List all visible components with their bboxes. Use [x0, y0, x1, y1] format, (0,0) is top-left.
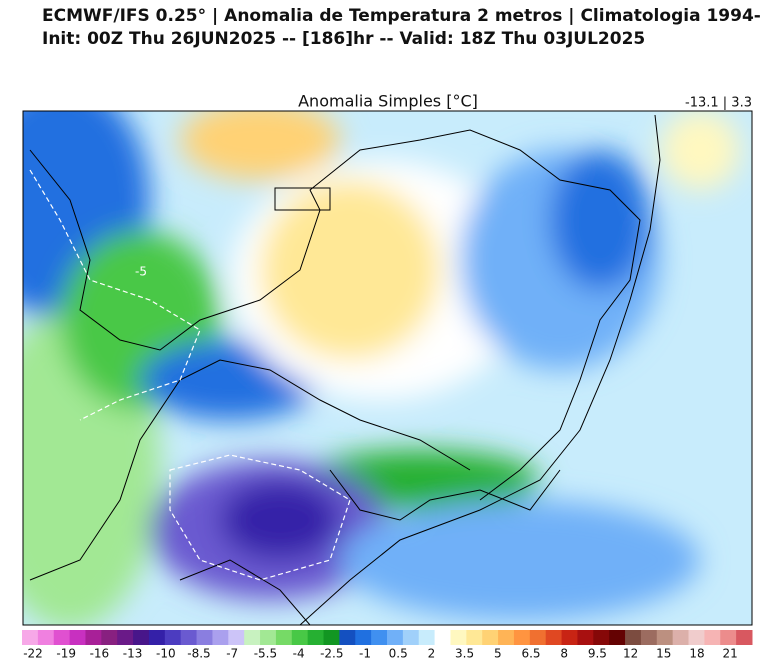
colorbar-swatch: [688, 630, 705, 645]
colorbar-label: 5: [494, 647, 502, 661]
colorbar-label: -1: [359, 647, 371, 661]
colorbar-swatch: [672, 630, 690, 645]
colorbar-swatch: [275, 630, 293, 645]
colorbar-swatch: [513, 630, 531, 645]
colorbar-swatch: [736, 630, 753, 645]
colorbar-swatch: [704, 630, 721, 645]
colorbar-label: 18: [689, 647, 704, 661]
border-line: [329, 469, 561, 521]
blob: [660, 111, 740, 190]
colorbar-swatch: [101, 630, 118, 645]
colorbar-swatch: [133, 630, 150, 645]
anomaly-blobs: [23, 111, 740, 625]
border-line: [179, 559, 311, 625]
colorbar-swatch: [577, 630, 594, 645]
border-line: [29, 359, 471, 581]
colorbar-swatch: [609, 630, 626, 645]
colorbar-label: -16: [90, 647, 110, 661]
colorbar-swatch: [260, 630, 277, 645]
colorbar-swatch: [482, 630, 499, 645]
colorbar-swatch: [498, 630, 515, 645]
colorbar-swatch: [339, 630, 356, 645]
colorbar-swatch: [593, 630, 610, 645]
colorbar-swatch: [291, 630, 309, 645]
contour-label: -5: [135, 265, 147, 279]
map-field: -5: [23, 111, 752, 625]
colorbar-swatch: [164, 630, 182, 645]
colorbar-swatch: [228, 630, 245, 645]
contours: [29, 169, 351, 581]
colorbar-swatch: [307, 630, 325, 645]
colorbar-swatch: [450, 630, 467, 645]
colorbar-swatch: [69, 630, 86, 645]
blob: [260, 180, 440, 360]
colorbar-label: -5.5: [254, 647, 277, 661]
colorbar-label: 3.5: [455, 647, 474, 661]
colorbar-label: -2.5: [320, 647, 343, 661]
colorbar-swatch: [625, 630, 642, 645]
colorbar-label: 12: [623, 647, 638, 661]
colorbar-swatch: [180, 630, 198, 645]
colorbar: -22 -19 -16 -13 -10 -8.5 -7 -5.5 -4 -2.5 -1 0.5 2 3.5…: [22, 630, 753, 661]
borders: [29, 114, 661, 625]
colorbar-label: -7: [226, 647, 238, 661]
border-line: [274, 187, 331, 211]
blob: [340, 500, 700, 620]
colorbar-label: -8.5: [187, 647, 210, 661]
colorbar-swatch: [355, 630, 372, 645]
colorbar-swatch: [434, 630, 451, 645]
map-frame: [22, 110, 753, 626]
colorbar-swatch: [561, 630, 578, 645]
blob: [550, 150, 650, 290]
colorbar-swatch: [85, 630, 102, 645]
coastline: [299, 114, 661, 625]
colorbar-swatch: [466, 630, 483, 645]
colorbar-label: 15: [656, 647, 671, 661]
colorbar-swatch: [37, 630, 55, 645]
colorbar-swatch: [387, 630, 404, 645]
blob: [180, 111, 340, 180]
colorbar-swatch: [720, 630, 737, 645]
colorbar-swatch: [418, 630, 436, 645]
colorbar-swatch: [545, 630, 563, 645]
colorbar-label: -4: [293, 647, 305, 661]
colorbar-swatch: [53, 630, 71, 645]
colorbar-swatch: [244, 630, 261, 645]
colorbar-label: 9.5: [588, 647, 607, 661]
colorbar-swatch: [529, 630, 547, 645]
colorbar-swatch: [212, 630, 229, 645]
header-line2: Init: 00Z Thu 26JUN2025 -- [186]hr -- Va…: [42, 29, 645, 49]
border-line: [29, 129, 641, 501]
colorbar-swatch: [402, 630, 420, 645]
colorbar-swatch: [196, 630, 213, 645]
colorbar-swatch: [640, 630, 658, 645]
colorbar-swatch: [148, 630, 166, 645]
colorbar-label: 0.5: [389, 647, 408, 661]
colorbar-swatch: [656, 630, 674, 645]
colorbar-swatch: [323, 630, 340, 645]
colorbar-label: 6.5: [521, 647, 540, 661]
colorbar-label: 21: [723, 647, 738, 661]
colorbar-label: -22: [23, 647, 43, 661]
colorbar-label: 2: [428, 647, 436, 661]
colorbar-swatch: [22, 630, 39, 645]
colorbar-swatch: [371, 630, 388, 645]
contour-line: [29, 169, 201, 421]
header-line1: ECMWF/IFS 0.25° | Anomalia de Temperatur…: [42, 6, 760, 26]
colorbar-swatch: [117, 630, 134, 645]
blob: [220, 480, 340, 560]
colorbar-label: -13: [123, 647, 143, 661]
map-title: Anomalia Simples [°C]: [298, 92, 478, 111]
colorbar-label: -19: [56, 647, 76, 661]
map-range: -13.1 | 3.3: [685, 96, 752, 111]
colorbar-label: 8: [560, 647, 568, 661]
colorbar-label: -10: [156, 647, 176, 661]
